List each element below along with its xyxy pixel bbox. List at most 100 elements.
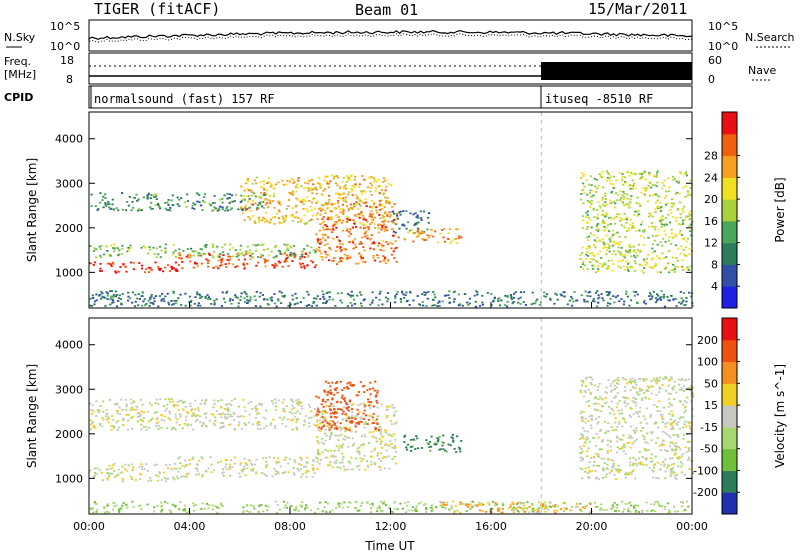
data-cell xyxy=(342,219,345,222)
data-cell xyxy=(339,246,342,248)
data-cell xyxy=(138,207,141,210)
colorbar-tick-label: 100 xyxy=(697,356,718,369)
data-cell xyxy=(393,203,396,206)
data-cell xyxy=(283,410,287,413)
data-cell xyxy=(171,303,174,306)
data-cell xyxy=(323,209,327,212)
data-cell xyxy=(439,448,442,451)
data-cell xyxy=(149,296,152,299)
data-cell xyxy=(641,456,644,458)
data-cell xyxy=(196,418,199,421)
data-cell xyxy=(601,203,605,206)
data-cell xyxy=(178,205,181,207)
data-cell xyxy=(644,458,647,461)
data-cell xyxy=(178,456,182,459)
data-cell xyxy=(116,474,119,477)
data-cell xyxy=(353,204,356,207)
data-cell xyxy=(342,418,345,421)
data-cell xyxy=(412,240,415,243)
data-cell xyxy=(417,502,420,505)
data-cell xyxy=(380,228,383,231)
data-cell xyxy=(656,377,659,379)
data-cell xyxy=(263,183,266,186)
data-cell xyxy=(253,507,256,510)
data-cell xyxy=(375,296,378,299)
data-cell xyxy=(432,291,435,293)
data-cell xyxy=(265,409,268,412)
data-cell xyxy=(243,465,246,468)
data-cell xyxy=(589,376,592,379)
colorbar-swatch xyxy=(722,199,737,222)
data-cell xyxy=(612,462,615,465)
data-cell xyxy=(620,246,623,249)
data-cell xyxy=(201,474,204,476)
data-cell xyxy=(389,440,392,443)
data-cell xyxy=(243,290,246,293)
data-cell xyxy=(468,508,472,511)
data-cell xyxy=(337,447,341,449)
data-cell xyxy=(121,247,124,250)
data-cell xyxy=(107,200,110,203)
data-cell xyxy=(347,193,350,196)
colorbar-swatch xyxy=(722,112,737,135)
data-cell xyxy=(156,505,159,507)
data-cell xyxy=(604,198,607,200)
data-cell xyxy=(346,218,349,220)
data-cell xyxy=(188,295,192,298)
data-cell xyxy=(242,511,245,514)
data-cell xyxy=(442,448,445,451)
data-cell xyxy=(516,510,519,512)
data-cell xyxy=(361,260,364,263)
data-cell xyxy=(318,462,321,465)
data-cell xyxy=(637,505,640,507)
data-cell xyxy=(671,237,674,239)
data-cell xyxy=(272,200,275,202)
data-cell xyxy=(100,290,103,293)
data-cell xyxy=(597,184,600,187)
data-cell xyxy=(313,408,317,411)
data-cell xyxy=(655,255,658,257)
data-cell xyxy=(492,300,495,303)
data-cell xyxy=(108,472,111,475)
data-cell xyxy=(261,254,264,257)
data-cell xyxy=(326,450,329,452)
data-cell xyxy=(322,406,325,408)
data-cell xyxy=(347,219,350,221)
data-cell xyxy=(269,221,272,224)
data-cell xyxy=(355,422,358,424)
data-cell xyxy=(353,416,357,419)
data-cell xyxy=(227,407,230,410)
data-cell xyxy=(554,503,557,506)
data-cell xyxy=(103,506,106,508)
data-cell xyxy=(344,199,347,201)
data-cell xyxy=(453,511,456,514)
data-cell xyxy=(616,402,619,405)
data-cell xyxy=(146,503,149,506)
data-cell xyxy=(394,240,397,242)
data-cell xyxy=(628,437,631,439)
data-cell xyxy=(139,414,142,417)
data-cell xyxy=(454,238,458,240)
data-cell xyxy=(263,473,266,476)
data-cell xyxy=(541,503,545,506)
data-cell xyxy=(658,391,661,394)
data-cell xyxy=(219,427,222,430)
data-cell xyxy=(601,439,604,441)
data-cell xyxy=(678,301,681,304)
data-cell xyxy=(602,186,605,189)
data-cell xyxy=(216,265,219,268)
data-cell xyxy=(150,419,153,421)
data-cell xyxy=(372,405,376,408)
data-cell xyxy=(668,402,671,405)
data-cell xyxy=(262,187,265,189)
data-cell xyxy=(657,228,660,231)
data-cell xyxy=(246,299,249,302)
data-cell xyxy=(573,291,576,293)
data-cell xyxy=(636,393,639,396)
data-cell xyxy=(584,506,588,509)
data-cell xyxy=(616,503,619,506)
data-cell xyxy=(655,174,658,176)
data-cell xyxy=(243,266,246,269)
data-cell xyxy=(628,304,631,307)
data-cell xyxy=(360,502,363,505)
